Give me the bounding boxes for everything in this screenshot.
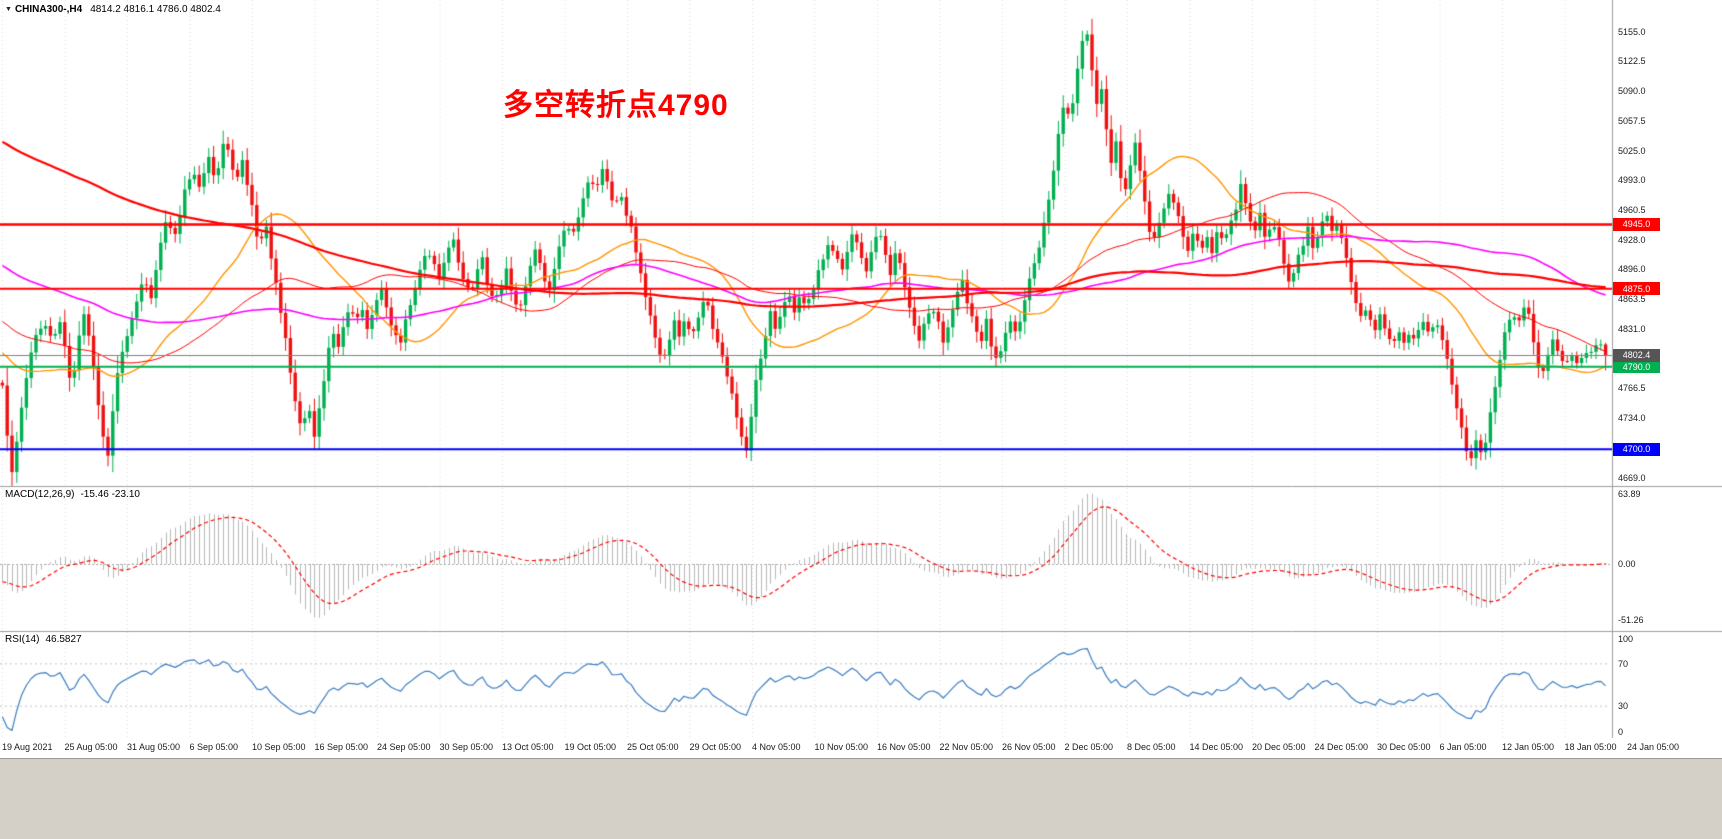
- time-axis-label: 10 Sep 05:00: [252, 742, 306, 752]
- price-axis-label: 4928.0: [1618, 235, 1646, 246]
- price-axis-label: 4766.5: [1618, 383, 1646, 394]
- symbol-dropdown-icon[interactable]: ▼: [5, 6, 12, 13]
- price-axis[interactable]: 5155.0 5122.5 5090.0 5057.5 5025.0 4993.0 4960…: [1613, 0, 1722, 738]
- price-level-badge-4875.0: 4875.0: [1613, 282, 1660, 296]
- time-axis-label: 19 Oct 05:00: [564, 742, 617, 752]
- time-axis-label: 25 Aug 05:00: [64, 742, 118, 752]
- time-axis-label: 24 Jan 05:00: [1627, 742, 1680, 752]
- price-axis-label: 4669.0: [1618, 472, 1646, 483]
- price-axis-label: 4960.5: [1618, 205, 1646, 216]
- bid-price-badge: 4802.4: [1613, 348, 1660, 362]
- price-chart-canvas[interactable]: [0, 0, 1722, 758]
- chart-header: ▼ CHINA300-,H4 4814.2 4816.1 4786.0 4802.4: [5, 4, 221, 15]
- chart-annotation-text: 多空转折点4790: [503, 89, 729, 122]
- time-axis-label: 24 Dec 05:00: [1314, 742, 1369, 752]
- price-level-badge-4790.0: 4790.0: [1613, 360, 1660, 374]
- rsi-axis-label: 70: [1618, 658, 1629, 669]
- rsi-value: 46.5827: [45, 634, 82, 645]
- price-axis-label: 5025.0: [1618, 145, 1646, 156]
- time-axis-label: 22 Nov 05:00: [939, 742, 994, 752]
- time-axis-label: 29 Oct 05:00: [689, 742, 742, 752]
- time-axis-label: 18 Jan 05:00: [1564, 742, 1617, 752]
- price-axis-label: 4734.0: [1618, 413, 1646, 424]
- time-axis-label: 10 Nov 05:00: [814, 742, 869, 752]
- time-axis-label: 8 Dec 05:00: [1127, 742, 1176, 752]
- price-axis-label: 4831.0: [1618, 324, 1646, 335]
- time-axis-label: 13 Oct 05:00: [502, 742, 554, 752]
- ohlc-readout: 4814.2 4816.1 4786.0 4802.4: [90, 4, 221, 15]
- price-level-badge-4945.0: 4945.0: [1613, 217, 1660, 231]
- time-axis-label: 19 Aug 2021: [2, 742, 53, 752]
- macd-axis-label: 0.00: [1618, 559, 1636, 569]
- price-axis-label: 4896.0: [1618, 264, 1646, 275]
- rsi-indicator-header: RSI(14) 46.5827: [5, 634, 82, 645]
- rsi-axis-label: 0: [1618, 727, 1624, 737]
- time-axis-label: 16 Sep 05:00: [314, 742, 369, 752]
- time-axis-label: 2 Dec 05:00: [1064, 742, 1114, 752]
- price-axis-label: 5090.0: [1618, 86, 1646, 97]
- macd-values: -15.46 -23.10: [80, 489, 140, 500]
- macd-axis-label: 63.89: [1618, 488, 1641, 499]
- macd-indicator-header: MACD(12,26,9) -15.46 -23.10: [5, 489, 140, 500]
- price-axis-label: 4993.0: [1618, 175, 1646, 186]
- rsi-label: RSI(14): [5, 634, 40, 645]
- rsi-axis-label: 30: [1618, 701, 1629, 712]
- time-axis[interactable]: 19 Aug 2021 25 Aug 05:00 31 Aug 05:00 6 Sep…: [0, 738, 1722, 758]
- time-axis-label: 12 Jan 05:00: [1502, 742, 1555, 752]
- price-axis-label: 5122.5: [1618, 56, 1646, 67]
- price-level-badge-4700.0: 4700.0: [1613, 442, 1660, 456]
- price-axis-label: 5155.0: [1618, 26, 1646, 37]
- time-axis-label: 24 Sep 05:00: [377, 742, 431, 752]
- time-axis-label: 6 Jan 05:00: [1439, 742, 1487, 752]
- time-axis-label: 14 Dec 05:00: [1189, 742, 1244, 752]
- macd-label: MACD(12,26,9): [5, 489, 75, 500]
- symbol-title: CHINA300-,H4: [14, 4, 83, 15]
- time-axis-label: 30 Dec 05:00: [1377, 742, 1431, 752]
- bottom-bar: [0, 758, 1722, 839]
- price-axis-label: 4863.5: [1618, 294, 1646, 305]
- time-axis-label: 31 Aug 05:00: [127, 742, 181, 752]
- time-axis-label: 30 Sep 05:00: [439, 742, 494, 752]
- time-axis-label: 25 Oct 05:00: [627, 742, 679, 752]
- price-axis-label: 5057.5: [1618, 116, 1646, 127]
- time-axis-label: 6 Sep 05:00: [189, 742, 239, 752]
- macd-axis-label: -51.26: [1618, 615, 1644, 626]
- time-axis-label: 26 Nov 05:00: [1002, 742, 1056, 752]
- time-axis-label: 20 Dec 05:00: [1252, 742, 1306, 752]
- time-axis-label: 4 Nov 05:00: [752, 742, 801, 752]
- time-axis-label: 16 Nov 05:00: [877, 742, 931, 752]
- rsi-axis-label: 100: [1618, 634, 1634, 644]
